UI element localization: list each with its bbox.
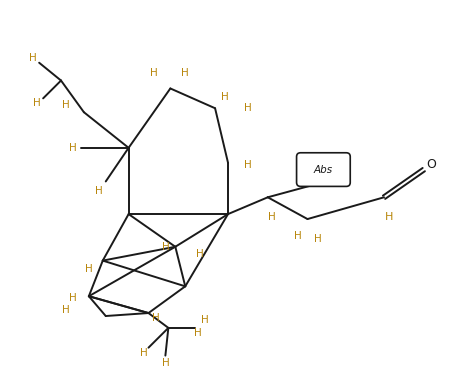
Text: H: H <box>314 234 321 244</box>
Text: H: H <box>95 186 103 196</box>
Text: H: H <box>244 103 252 113</box>
Text: H: H <box>268 212 276 222</box>
Text: H: H <box>85 263 93 273</box>
Text: H: H <box>149 68 158 78</box>
Text: H: H <box>201 315 209 325</box>
Text: H: H <box>162 242 169 252</box>
Text: Abs: Abs <box>314 165 333 175</box>
Text: H: H <box>182 68 189 78</box>
FancyBboxPatch shape <box>296 153 350 186</box>
Text: H: H <box>140 348 148 358</box>
Text: H: H <box>69 143 77 153</box>
Text: H: H <box>294 231 301 241</box>
Text: H: H <box>62 305 70 315</box>
Text: H: H <box>69 293 77 303</box>
Text: H: H <box>30 53 37 63</box>
Text: H: H <box>385 212 393 222</box>
Text: H: H <box>244 159 252 169</box>
Text: H: H <box>33 98 41 108</box>
Text: H: H <box>152 313 159 323</box>
Text: O: O <box>426 158 436 171</box>
Text: H: H <box>162 357 169 367</box>
Text: H: H <box>221 92 229 102</box>
Text: H: H <box>62 100 70 110</box>
Text: H: H <box>194 328 202 338</box>
Text: H: H <box>196 249 204 259</box>
